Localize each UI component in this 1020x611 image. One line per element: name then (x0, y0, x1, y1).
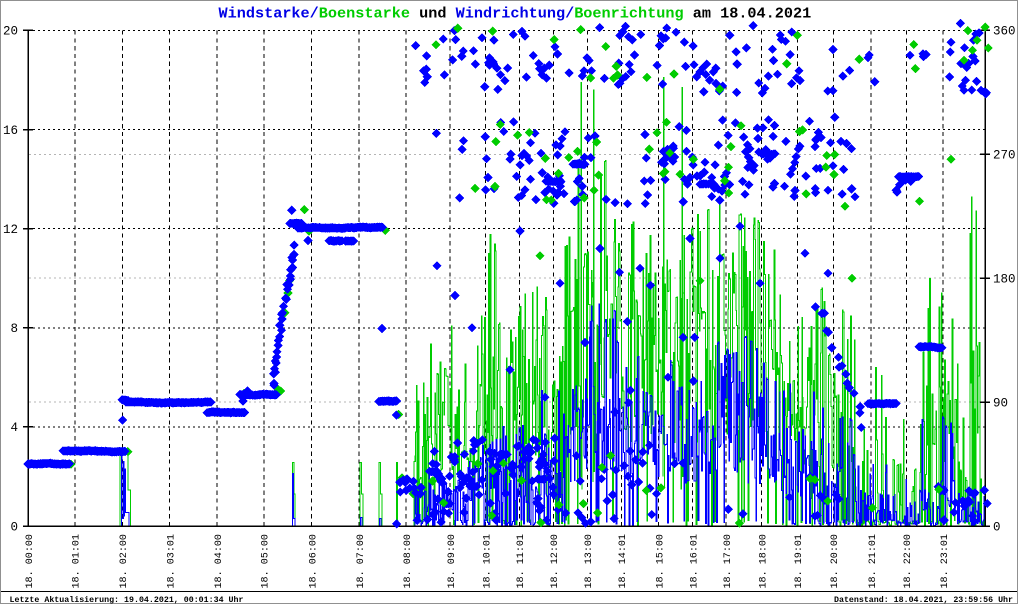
svg-text:18. 18:00: 18. 18:00 (757, 534, 769, 589)
svg-text:18. 01:01: 18. 01:01 (71, 534, 83, 589)
svg-text:18. 11:01: 18. 11:01 (515, 534, 527, 589)
svg-text:16: 16 (3, 124, 18, 138)
svg-text:12: 12 (3, 223, 18, 237)
svg-text:360: 360 (993, 25, 1016, 39)
svg-text:18. 20:00: 18. 20:00 (829, 534, 841, 589)
svg-text:Boenstarke: Boenstarke (319, 5, 410, 23)
svg-text:Letzte Aktualisierung: 19.04.2: Letzte Aktualisierung: 19.04.2021, 00:01… (10, 595, 244, 605)
svg-text:18. 07:00: 18. 07:00 (355, 534, 367, 589)
svg-text:18. 15:00: 18. 15:00 (654, 534, 666, 589)
svg-text:180: 180 (993, 273, 1016, 287)
svg-text:18. 22:00: 18. 22:00 (902, 534, 914, 589)
svg-text:270: 270 (993, 149, 1016, 163)
svg-text:18. 23:01: 18. 23:01 (939, 534, 951, 589)
svg-text:18. 13:00: 18. 13:00 (583, 534, 595, 589)
svg-text:0: 0 (993, 520, 1001, 534)
svg-text:18. 08:00: 18. 08:00 (402, 534, 414, 589)
svg-text:18. 21:01: 18. 21:01 (867, 534, 879, 589)
svg-text:0: 0 (10, 520, 18, 534)
svg-text:18. 19:01: 18. 19:01 (793, 534, 805, 589)
svg-text:18. 12:00: 18. 12:00 (549, 534, 561, 589)
svg-text:8: 8 (10, 322, 18, 336)
svg-text:18. 10:01: 18. 10:01 (481, 534, 493, 589)
svg-text:18. 14:01: 18. 14:01 (617, 534, 629, 589)
svg-text:und: und (410, 5, 456, 23)
svg-text:18. 17:00: 18. 17:00 (722, 534, 734, 589)
svg-text:18. 06:00: 18. 06:00 (308, 534, 320, 589)
svg-text:18. 16:01: 18. 16:01 (688, 534, 700, 589)
svg-text:Windrichtung/: Windrichtung/ (456, 5, 575, 23)
svg-text:18. 05:00: 18. 05:00 (260, 534, 272, 589)
svg-text:18. 00:00: 18. 00:00 (24, 534, 36, 589)
svg-text:am 18.04.2021: am 18.04.2021 (684, 5, 812, 23)
svg-text:Datenstand: 18.04.2021, 23:59:: Datenstand: 18.04.2021, 23:59:56 Uhr (834, 595, 1013, 605)
svg-text:90: 90 (993, 396, 1008, 410)
svg-text:18. 09:00: 18. 09:00 (446, 534, 458, 589)
svg-text:4: 4 (10, 421, 18, 435)
svg-text:18. 03:01: 18. 03:01 (165, 534, 177, 589)
svg-text:20: 20 (3, 25, 18, 39)
svg-text:Windstarke/: Windstarke/ (219, 5, 319, 23)
svg-text:18. 04:00: 18. 04:00 (213, 534, 225, 589)
svg-text:18. 02:00: 18. 02:00 (118, 534, 130, 589)
svg-text:Boenrichtung: Boenrichtung (574, 5, 683, 23)
